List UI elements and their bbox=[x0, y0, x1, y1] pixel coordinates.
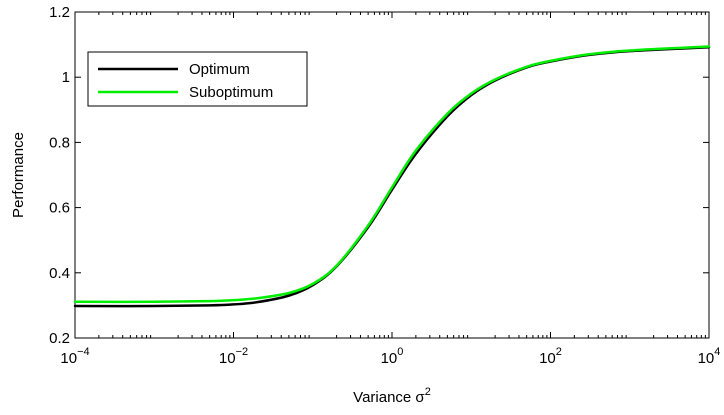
y-tick-label: 0.8 bbox=[49, 134, 70, 151]
x-tick-label: 10−2 bbox=[219, 346, 248, 367]
x-axis-label-text: Variance σ bbox=[353, 389, 425, 406]
y-tick-label: 0.6 bbox=[49, 200, 70, 217]
x-tick-label: 102 bbox=[539, 346, 562, 367]
y-tick-label: 1.2 bbox=[49, 4, 70, 21]
legend-label-optimum: Optimum bbox=[189, 61, 250, 78]
series-line-suboptimum bbox=[73, 45, 711, 304]
y-axis-label: Performance bbox=[10, 132, 27, 218]
x-axis-label: Variance σ2 bbox=[353, 386, 431, 406]
y-tick-label: 1 bbox=[62, 69, 70, 86]
x-axis-label-superscript: 2 bbox=[425, 386, 431, 398]
x-tick-label: 100 bbox=[381, 346, 404, 367]
legend-label-suboptimum: Suboptimum bbox=[189, 84, 273, 101]
legend-box bbox=[87, 51, 308, 107]
y-tick-label: 0.4 bbox=[49, 265, 70, 282]
x-tick-label: 104 bbox=[698, 346, 721, 367]
y-tick-label: 0.2 bbox=[49, 330, 70, 347]
series-lines bbox=[73, 45, 711, 308]
x-tick-label: 10−4 bbox=[60, 346, 89, 367]
legend: Optimum Suboptimum bbox=[87, 51, 308, 107]
axis-ticks: 0.2 0.4 0.6 0.8 1 1.2 10−4 10−2 100 102 104 bbox=[49, 4, 720, 367]
